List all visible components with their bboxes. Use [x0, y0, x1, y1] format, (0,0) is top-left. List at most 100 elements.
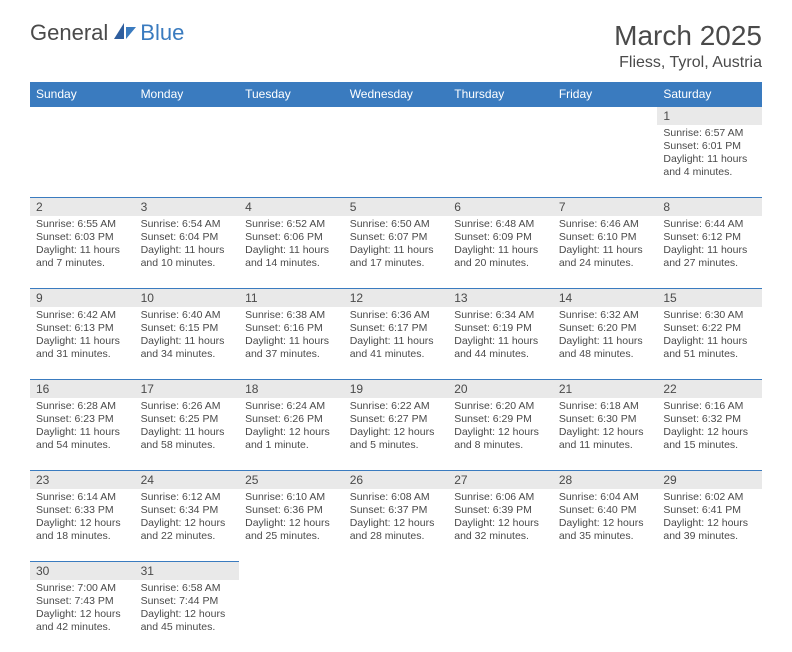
daylight-text: Daylight: 11 hours: [559, 244, 652, 257]
day-details: Sunrise: 6:04 AMSunset: 6:40 PMDaylight:…: [553, 489, 658, 561]
daylight-text: and 17 minutes.: [350, 257, 443, 270]
day-details: Sunrise: 6:50 AMSunset: 6:07 PMDaylight:…: [344, 216, 449, 288]
calendar-cell: 1Sunrise: 6:57 AMSunset: 6:01 PMDaylight…: [657, 107, 762, 198]
calendar-cell: 11Sunrise: 6:38 AMSunset: 6:16 PMDayligh…: [239, 289, 344, 380]
sunrise-text: Sunrise: 7:00 AM: [36, 582, 129, 595]
calendar-body: 1Sunrise: 6:57 AMSunset: 6:01 PMDaylight…: [30, 107, 762, 652]
day-details: Sunrise: 6:18 AMSunset: 6:30 PMDaylight:…: [553, 398, 658, 470]
day-details: Sunrise: 6:28 AMSunset: 6:23 PMDaylight:…: [30, 398, 135, 470]
calendar-cell: [553, 562, 658, 652]
daylight-text: and 10 minutes.: [141, 257, 234, 270]
daylight-text: and 45 minutes.: [141, 621, 234, 634]
sunrise-text: Sunrise: 6:02 AM: [663, 491, 756, 504]
calendar-cell: 4Sunrise: 6:52 AMSunset: 6:06 PMDaylight…: [239, 198, 344, 289]
sunrise-text: Sunrise: 6:28 AM: [36, 400, 129, 413]
day-number: 18: [239, 380, 344, 398]
daylight-text: and 51 minutes.: [663, 348, 756, 361]
daylight-text: and 54 minutes.: [36, 439, 129, 452]
sunrise-text: Sunrise: 6:58 AM: [141, 582, 234, 595]
day-details: Sunrise: 6:38 AMSunset: 6:16 PMDaylight:…: [239, 307, 344, 379]
sunrise-text: Sunrise: 6:50 AM: [350, 218, 443, 231]
calendar-cell: 13Sunrise: 6:34 AMSunset: 6:19 PMDayligh…: [448, 289, 553, 380]
weekday-header: Monday: [135, 82, 240, 107]
daylight-text: Daylight: 12 hours: [350, 517, 443, 530]
day-details: Sunrise: 6:46 AMSunset: 6:10 PMDaylight:…: [553, 216, 658, 288]
calendar-table: Sunday Monday Tuesday Wednesday Thursday…: [30, 82, 762, 652]
daylight-text: and 31 minutes.: [36, 348, 129, 361]
day-details: Sunrise: 6:30 AMSunset: 6:22 PMDaylight:…: [657, 307, 762, 379]
calendar-week-row: 23Sunrise: 6:14 AMSunset: 6:33 PMDayligh…: [30, 471, 762, 562]
daylight-text: Daylight: 12 hours: [663, 517, 756, 530]
sunset-text: Sunset: 6:27 PM: [350, 413, 443, 426]
daylight-text: and 34 minutes.: [141, 348, 234, 361]
calendar-cell: 27Sunrise: 6:06 AMSunset: 6:39 PMDayligh…: [448, 471, 553, 562]
day-details: Sunrise: 6:40 AMSunset: 6:15 PMDaylight:…: [135, 307, 240, 379]
sunrise-text: Sunrise: 6:40 AM: [141, 309, 234, 322]
weekday-header-row: Sunday Monday Tuesday Wednesday Thursday…: [30, 82, 762, 107]
sunset-text: Sunset: 6:36 PM: [245, 504, 338, 517]
calendar-cell: 15Sunrise: 6:30 AMSunset: 6:22 PMDayligh…: [657, 289, 762, 380]
daylight-text: and 41 minutes.: [350, 348, 443, 361]
day-details: Sunrise: 6:48 AMSunset: 6:09 PMDaylight:…: [448, 216, 553, 288]
calendar-week-row: 30Sunrise: 7:00 AMSunset: 7:43 PMDayligh…: [30, 562, 762, 652]
day-details: Sunrise: 6:02 AMSunset: 6:41 PMDaylight:…: [657, 489, 762, 561]
daylight-text: Daylight: 11 hours: [245, 244, 338, 257]
daylight-text: Daylight: 11 hours: [663, 335, 756, 348]
sunrise-text: Sunrise: 6:12 AM: [141, 491, 234, 504]
day-number: 14: [553, 289, 658, 307]
sunset-text: Sunset: 6:39 PM: [454, 504, 547, 517]
sunset-text: Sunset: 6:32 PM: [663, 413, 756, 426]
sunrise-text: Sunrise: 6:34 AM: [454, 309, 547, 322]
day-details: Sunrise: 6:14 AMSunset: 6:33 PMDaylight:…: [30, 489, 135, 561]
daylight-text: Daylight: 12 hours: [559, 426, 652, 439]
daylight-text: Daylight: 11 hours: [663, 153, 756, 166]
sunrise-text: Sunrise: 6:08 AM: [350, 491, 443, 504]
calendar-cell: 8Sunrise: 6:44 AMSunset: 6:12 PMDaylight…: [657, 198, 762, 289]
sunset-text: Sunset: 6:30 PM: [559, 413, 652, 426]
daylight-text: Daylight: 12 hours: [454, 426, 547, 439]
calendar-cell: 9Sunrise: 6:42 AMSunset: 6:13 PMDaylight…: [30, 289, 135, 380]
day-details: Sunrise: 6:12 AMSunset: 6:34 PMDaylight:…: [135, 489, 240, 561]
day-details: Sunrise: 6:06 AMSunset: 6:39 PMDaylight:…: [448, 489, 553, 561]
calendar-cell: 3Sunrise: 6:54 AMSunset: 6:04 PMDaylight…: [135, 198, 240, 289]
day-number: 20: [448, 380, 553, 398]
daylight-text: and 15 minutes.: [663, 439, 756, 452]
day-number: 22: [657, 380, 762, 398]
sunrise-text: Sunrise: 6:52 AM: [245, 218, 338, 231]
calendar-week-row: 16Sunrise: 6:28 AMSunset: 6:23 PMDayligh…: [30, 380, 762, 471]
day-number: 19: [344, 380, 449, 398]
page-title: March 2025: [614, 20, 762, 52]
calendar-cell: 21Sunrise: 6:18 AMSunset: 6:30 PMDayligh…: [553, 380, 658, 471]
sunset-text: Sunset: 6:34 PM: [141, 504, 234, 517]
sunset-text: Sunset: 6:03 PM: [36, 231, 129, 244]
day-number: 30: [30, 562, 135, 580]
calendar-cell: [344, 562, 449, 652]
calendar-cell: [239, 562, 344, 652]
day-details: Sunrise: 6:22 AMSunset: 6:27 PMDaylight:…: [344, 398, 449, 470]
daylight-text: Daylight: 11 hours: [245, 335, 338, 348]
day-details: Sunrise: 6:24 AMSunset: 6:26 PMDaylight:…: [239, 398, 344, 470]
day-number: 7: [553, 198, 658, 216]
weekday-header: Thursday: [448, 82, 553, 107]
sunrise-text: Sunrise: 6:22 AM: [350, 400, 443, 413]
daylight-text: Daylight: 12 hours: [454, 517, 547, 530]
sunrise-text: Sunrise: 6:54 AM: [141, 218, 234, 231]
daylight-text: Daylight: 11 hours: [141, 335, 234, 348]
daylight-text: Daylight: 11 hours: [350, 335, 443, 348]
calendar-cell: 28Sunrise: 6:04 AMSunset: 6:40 PMDayligh…: [553, 471, 658, 562]
day-number: 11: [239, 289, 344, 307]
daylight-text: and 7 minutes.: [36, 257, 129, 270]
sunset-text: Sunset: 6:04 PM: [141, 231, 234, 244]
weekday-header: Saturday: [657, 82, 762, 107]
daylight-text: and 48 minutes.: [559, 348, 652, 361]
daylight-text: Daylight: 12 hours: [141, 517, 234, 530]
calendar-cell: 20Sunrise: 6:20 AMSunset: 6:29 PMDayligh…: [448, 380, 553, 471]
sunset-text: Sunset: 6:07 PM: [350, 231, 443, 244]
sunrise-text: Sunrise: 6:55 AM: [36, 218, 129, 231]
daylight-text: and 18 minutes.: [36, 530, 129, 543]
calendar-cell: [30, 107, 135, 198]
daylight-text: and 27 minutes.: [663, 257, 756, 270]
sunrise-text: Sunrise: 6:30 AM: [663, 309, 756, 322]
sunrise-text: Sunrise: 6:14 AM: [36, 491, 129, 504]
daylight-text: and 28 minutes.: [350, 530, 443, 543]
